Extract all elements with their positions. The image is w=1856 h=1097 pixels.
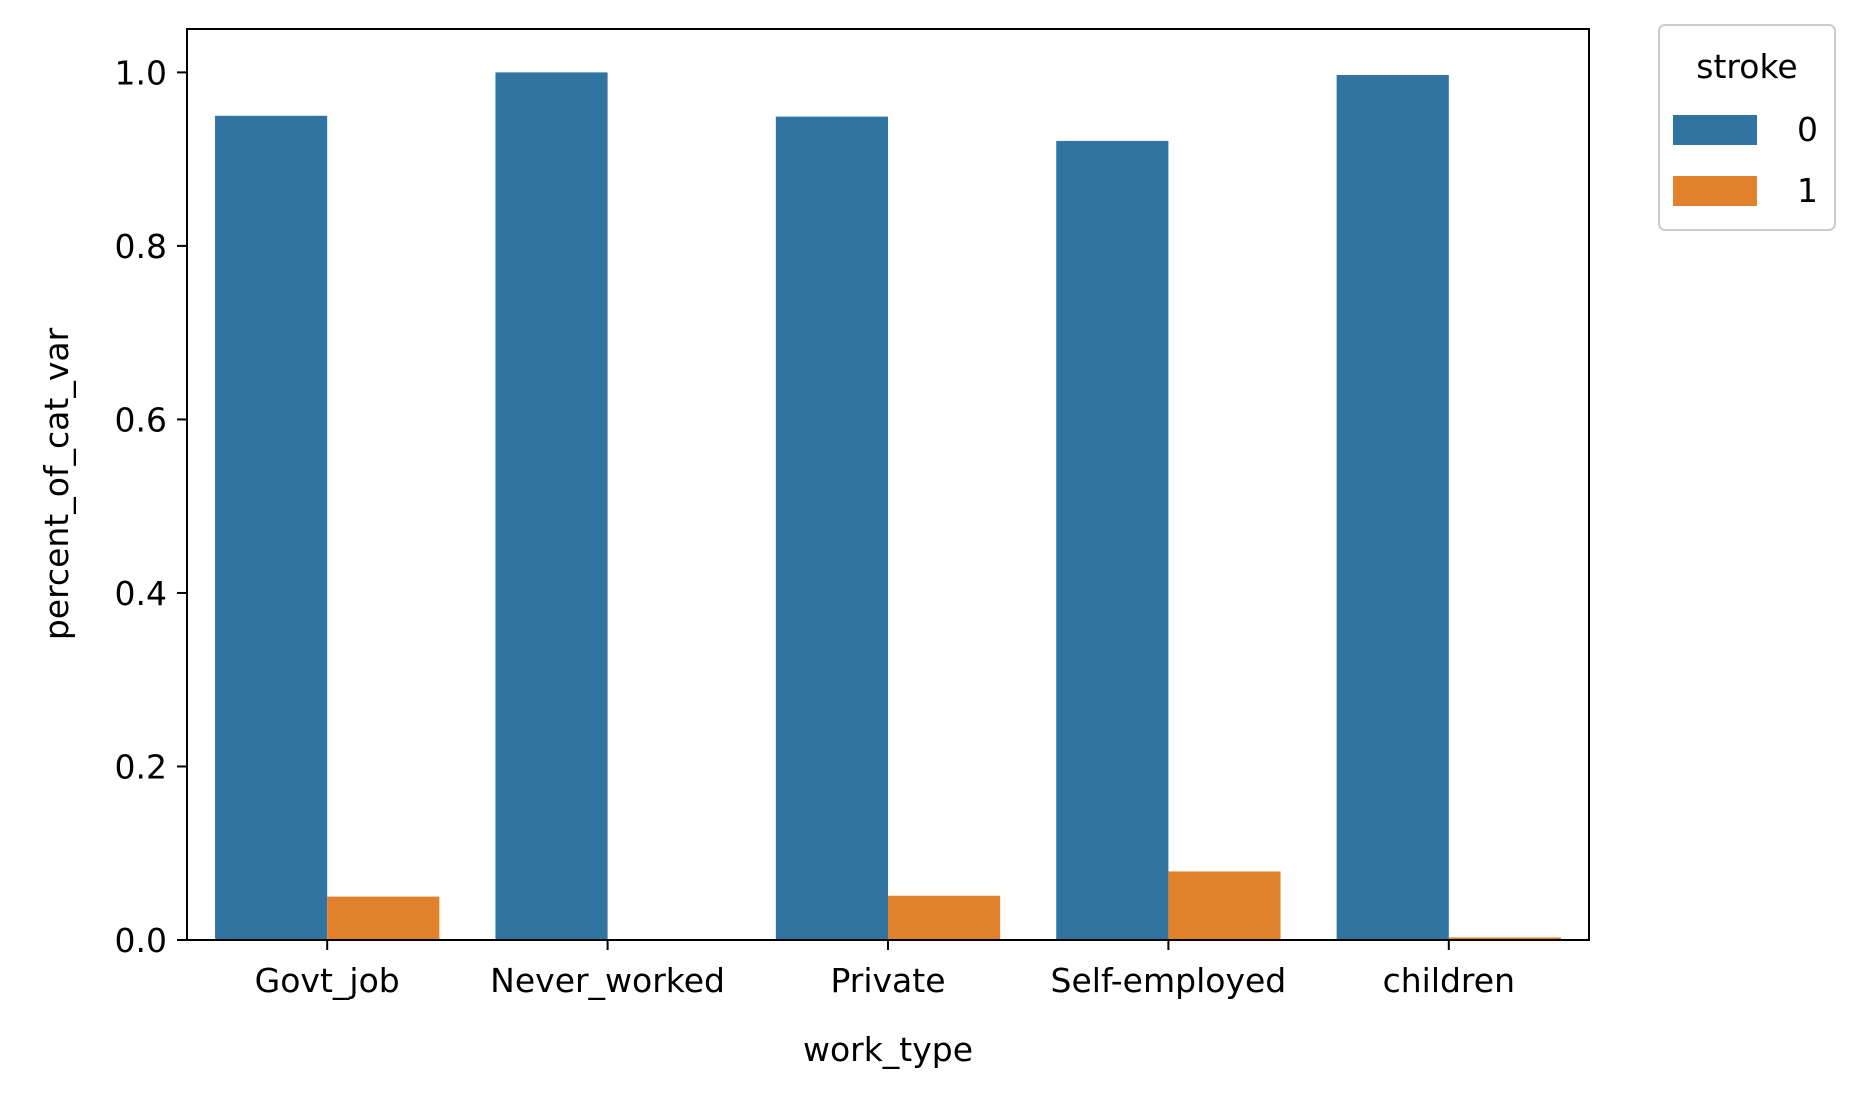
legend-title: stroke <box>1696 47 1797 86</box>
y-axis: 0.0 0.2 0.4 0.6 0.8 1.0 <box>115 53 187 960</box>
bar-self-employed-series-1 <box>1168 871 1281 940</box>
legend-swatch-1 <box>1673 176 1757 206</box>
x-tick-label: Govt_job <box>255 961 400 1000</box>
y-tick-label: 1.0 <box>115 53 167 92</box>
bar-self-employed-series-0 <box>1056 140 1169 941</box>
bar-children-series-1 <box>1448 937 1561 940</box>
y-tick-label: 0.2 <box>115 747 167 786</box>
bar-govt-job-series-0 <box>215 115 328 940</box>
x-tick-label: children <box>1383 961 1515 1000</box>
x-tick-label: Never_worked <box>490 961 725 1000</box>
x-axis-title: work_type <box>803 1030 973 1069</box>
y-tick-label: 0.4 <box>115 574 167 613</box>
legend-label-0: 0 <box>1797 110 1818 149</box>
y-tick-label: 0.8 <box>115 227 167 266</box>
legend: stroke 01 <box>1658 24 1836 231</box>
y-tick-label: 0.0 <box>115 921 167 960</box>
legend-swatch-0 <box>1673 115 1757 145</box>
legend-label-1: 1 <box>1797 171 1818 210</box>
bar-children-series-0 <box>1336 74 1449 941</box>
legend-entries: 01 <box>1673 110 1818 210</box>
bar-private-series-1 <box>888 895 1001 940</box>
x-tick-label: Private <box>830 961 945 1000</box>
bar-never-worked-series-0 <box>495 72 608 940</box>
bar-govt-job-series-1 <box>327 896 440 940</box>
x-tick-label: Self-employed <box>1051 961 1287 1000</box>
bars-group <box>215 72 1561 941</box>
x-axis: Govt_job Never_worked Private Self-employed… <box>255 940 1515 1000</box>
y-tick-label: 0.6 <box>115 400 167 439</box>
bar-private-series-0 <box>775 116 888 940</box>
y-axis-title: percent_of_cat_var <box>37 327 76 640</box>
